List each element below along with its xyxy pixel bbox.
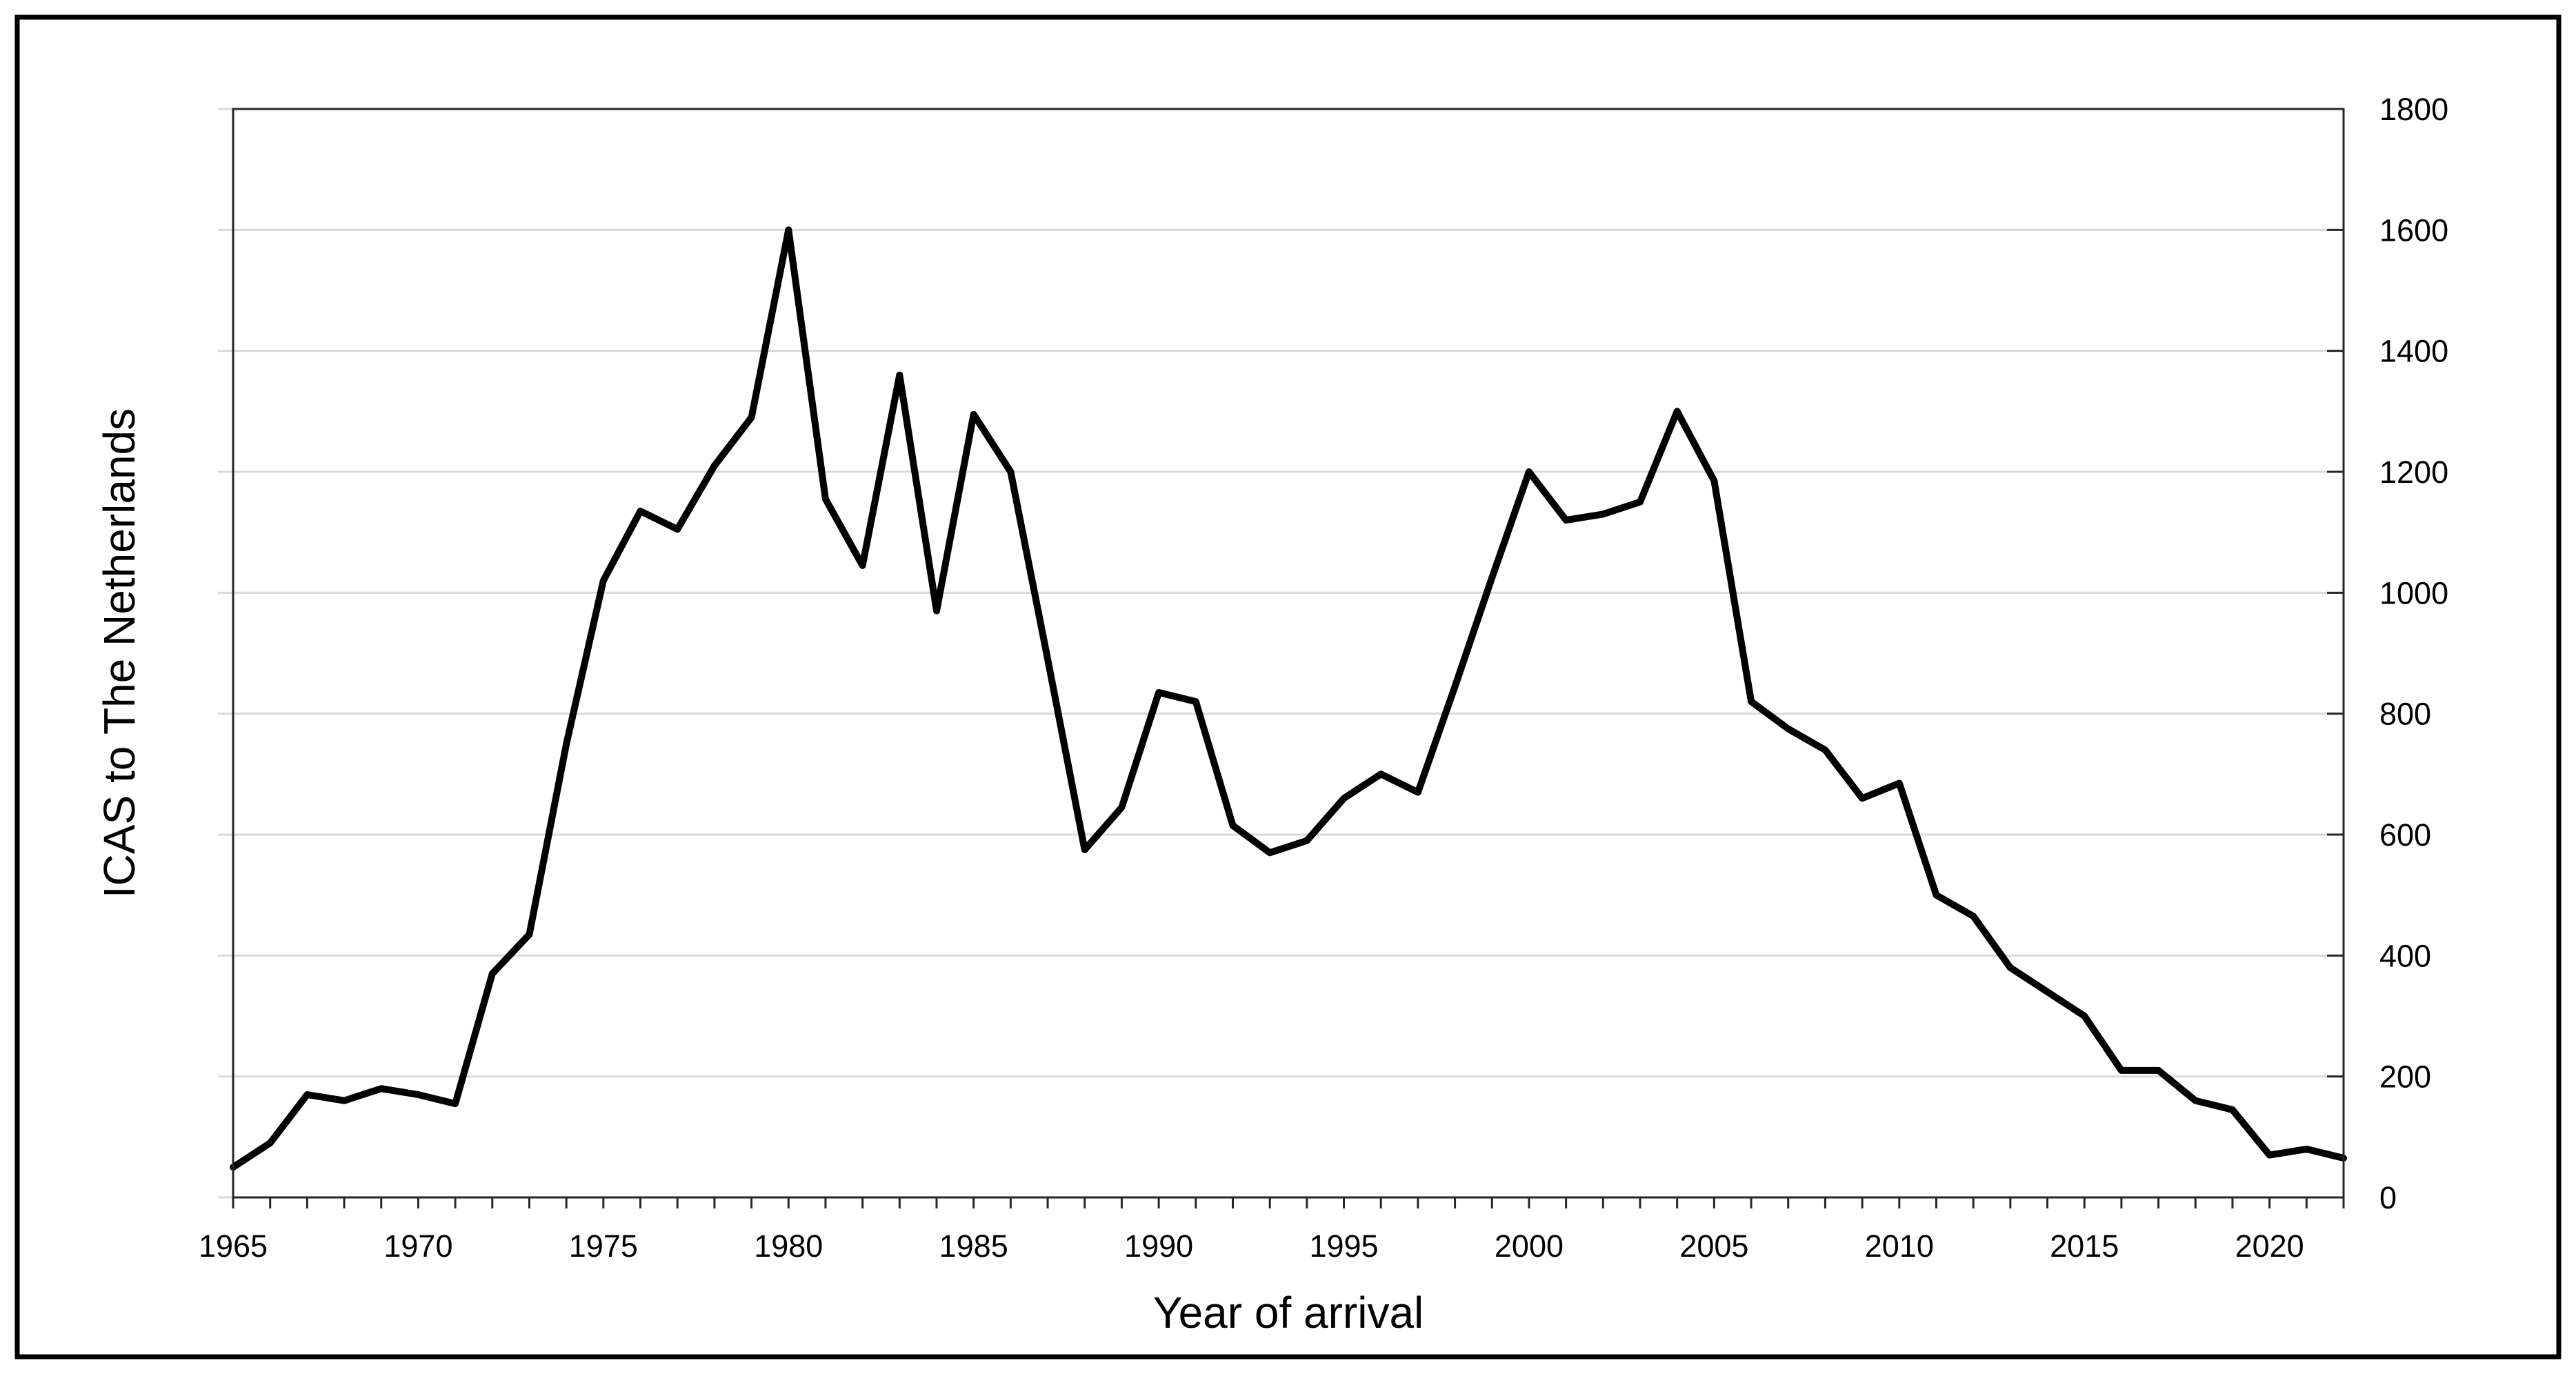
x-tick-label: 1975	[569, 1228, 638, 1264]
x-tick-label: 1985	[939, 1228, 1008, 1264]
data-line-icas	[230, 226, 2347, 1171]
outer-frame	[14, 14, 2562, 1360]
x-tick-label: 1965	[199, 1228, 268, 1264]
y-axis-title: ICAS to The Netherlands	[94, 408, 144, 898]
y-tick-label: 600	[2379, 817, 2431, 853]
y-axis-tick-labels: 0 200 400 600 800 1000 1200 1400 1600 1800	[2379, 92, 2448, 1215]
x-tick-label: 2005	[1679, 1228, 1748, 1264]
x-tick-label: 2015	[2050, 1228, 2119, 1264]
x-axis-ticks	[232, 1197, 2345, 1208]
y-tick-label: 1200	[2379, 455, 2448, 490]
plot-border	[232, 108, 2345, 1199]
x-tick-label: 1970	[383, 1228, 452, 1264]
x-tick-label: 2000	[1495, 1228, 1564, 1264]
x-tick-label: 1980	[754, 1228, 823, 1264]
gridlines	[233, 228, 2344, 1078]
y-axis-ticks-left	[218, 108, 233, 1199]
x-axis-title: Year of arrival	[1153, 1288, 1424, 1337]
x-tick-label: 2010	[1865, 1228, 1934, 1264]
y-tick-label: 1000	[2379, 575, 2448, 610]
y-tick-label: 0	[2379, 1180, 2397, 1215]
y-tick-label: 200	[2379, 1059, 2431, 1095]
y-tick-label: 800	[2379, 697, 2431, 732]
x-axis-tick-labels: 1965 1970 1975 1980 1985 1990 1995 2000 2005 2010…	[199, 1228, 2304, 1264]
y-tick-label: 1400	[2379, 334, 2448, 369]
y-axis-ticks-right	[2327, 108, 2344, 1199]
x-tick-label: 1995	[1309, 1228, 1378, 1264]
x-tick-label: 2020	[2235, 1228, 2304, 1264]
x-tick-label: 1990	[1124, 1228, 1193, 1264]
y-tick-label: 1600	[2379, 212, 2448, 248]
y-tick-label: 400	[2379, 938, 2431, 973]
y-tick-label: 1800	[2379, 92, 2448, 127]
